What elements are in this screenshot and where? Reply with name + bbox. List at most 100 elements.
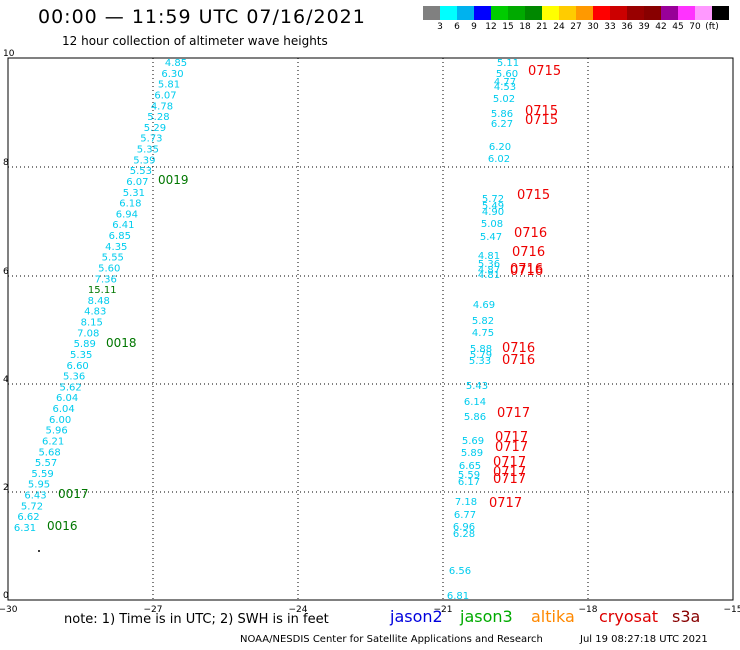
color-swatch [712,6,729,20]
track-time-label: 0716 [514,226,547,241]
wave-height-value: 6.20 [489,142,511,153]
wave-height-value: 5.79 [470,350,492,361]
wave-height-value: 7.36 [95,274,117,285]
color-swatch [457,6,474,20]
color-scale-label: 33 [604,22,616,32]
wave-height-value: 5.68 [38,447,60,458]
wave-height-value: 6.96 [453,522,475,533]
legend-item-jason3: jason3 [460,607,513,626]
color-scale-label: 24 [553,22,565,32]
wave-height-value: 5.88 [470,344,492,355]
wave-height-value: 6.28 [453,529,475,540]
track-time-label: 0019 [158,173,189,187]
wave-height-value: 5.86 [464,412,486,423]
x-tick-label: −27 [144,605,163,615]
wave-height-value: 5.49 [482,201,504,212]
color-swatch [627,6,644,20]
color-swatch [440,6,457,20]
wave-height-value: 6.07 [126,177,148,188]
track-time-label: 0017 [58,487,89,501]
x-tick-label: −24 [289,605,308,615]
track-time-label: 0717 [493,472,526,487]
wave-height-value: 5.31 [123,188,145,199]
color-swatch [491,6,508,20]
track-time-label: 0715 [517,188,550,203]
wave-height-value: 8.48 [88,296,110,307]
wave-height-value: 5.89 [74,339,96,350]
wave-height-value: 6.27 [491,119,513,130]
track-time-label: 0018 [106,336,137,350]
wave-height-value: 6.62 [17,512,39,523]
legend-item-cryosat: cryosat [599,607,659,626]
color-scale-label: 9 [471,22,477,32]
map-title: 00:00 — 11:59 UTC 07/16/2021 [38,6,366,28]
wave-height-value: 5.11 [497,58,519,69]
x-tick-label: −18 [579,605,598,615]
track-time-label: 0716 [510,264,543,279]
y-tick-label: 2 [3,483,9,493]
wave-height-value: 6.04 [56,393,78,404]
wave-height-value: 7.08 [77,328,99,339]
wave-height-value: 5.81 [158,80,180,91]
track-time-label: 0715 [525,104,558,119]
note-text: note: 1) Time is in UTC; 2) SWH is in fe… [64,612,329,627]
track-time-label: 0717 [493,455,526,470]
wave-height-value: 6.81 [447,591,469,602]
wave-height-value: 4.85 [165,58,187,69]
track-time-label: 0717 [495,440,528,455]
color-swatch [542,6,559,20]
wave-height-value: 5.69 [462,436,484,447]
track-time-label: 0717 [489,496,522,511]
wave-height-value: 6.00 [49,415,71,426]
wave-height-value: 6.21 [42,436,64,447]
wave-height-value: 7.18 [455,497,477,508]
y-tick-label: 6 [3,267,9,277]
wave-height-value: 4.35 [105,242,127,253]
wave-height-value: 6.65 [459,461,481,472]
wave-height-value: 8.15 [81,318,103,329]
wave-height-value: 4.78 [151,101,173,112]
track-end-dot [38,550,40,552]
track-time-label: 0715 [525,113,558,128]
color-swatch [525,6,542,20]
wave-height-value: 6.04 [52,404,74,415]
color-scale-label: 30 [587,22,599,32]
wave-height-value: 6.18 [119,199,141,210]
y-tick-label: 0 [3,591,9,601]
map-border [7,57,734,601]
wave-height-value: 4.75 [472,328,494,339]
y-tick-label: 10 [3,49,15,59]
legend-item-altika: altika [531,607,575,626]
x-tick-label: −30 [0,605,18,615]
wave-height-value: 5.62 [60,382,82,393]
wave-height-value: 5.73 [140,134,162,145]
wave-height-value: 5.28 [147,112,169,123]
wave-height-value: 4.81 [478,251,500,262]
color-scale-swatches [423,6,740,20]
wave-height-value: 5.02 [493,94,515,105]
color-scale-label: (ft) [705,22,719,32]
wave-height-value: 4.53 [494,82,516,93]
wave-height-value: 5.60 [496,69,518,80]
wave-height-value: 5.59 [31,469,53,480]
wave-height-value: 5.95 [28,480,50,491]
color-scale-label: 39 [638,22,650,32]
wave-height-value: 6.77 [454,510,476,521]
wave-height-value: 5.86 [491,109,513,120]
wave-height-value: 5.55 [102,253,124,264]
color-scale-label: 70 [689,22,701,32]
color-swatch [508,6,525,20]
wave-height-value: 6.41 [112,220,134,231]
track-time-label: 0717 [497,406,530,421]
wave-height-value: 6.17 [458,477,480,488]
wave-height-value: 6.02 [488,154,510,165]
color-scale-label: 36 [621,22,633,32]
footer-agency: NOAA/NESDIS Center for Satellite Applica… [240,634,543,645]
track-time-label: 0716 [502,353,535,368]
wave-height-value: 6.94 [116,209,138,220]
color-swatch [695,6,712,20]
footer-timestamp: Jul 19 08:27:18 UTC 2021 [580,634,708,645]
wave-height-value: 5.57 [35,458,57,469]
wave-height-value: 6.07 [154,90,176,101]
map-subtitle: 12 hour collection of altimeter wave hei… [62,34,328,48]
